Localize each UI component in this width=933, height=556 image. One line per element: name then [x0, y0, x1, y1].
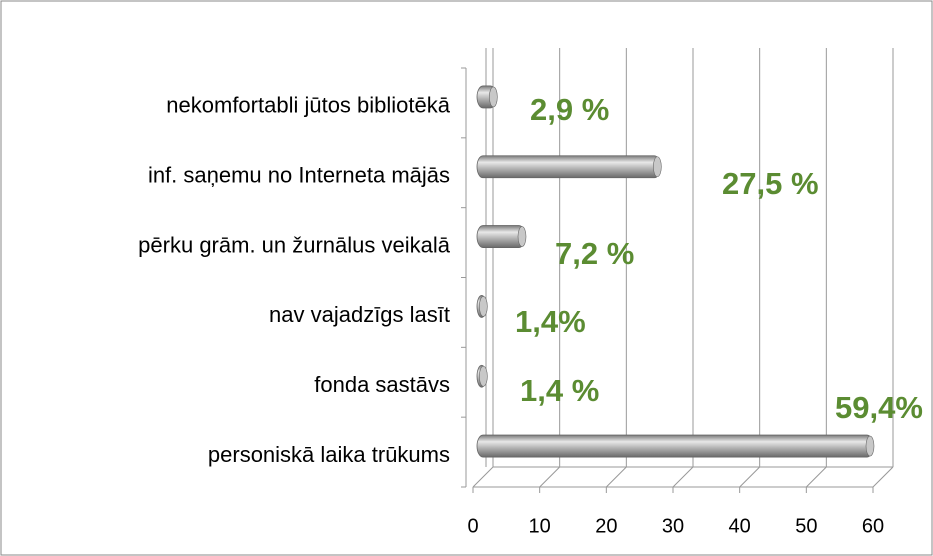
y-tick-label: personiskā laika trūkums	[208, 442, 450, 467]
x-tick-label: 60	[862, 515, 884, 537]
value-label: 59,4%	[835, 390, 923, 425]
bar-cap	[653, 156, 662, 178]
grid-line	[739, 466, 761, 488]
grid-line	[672, 466, 694, 488]
y-tick-label: nav vajadzīgs lasīt	[269, 302, 450, 327]
grid-line	[872, 466, 894, 488]
grid-line	[472, 466, 494, 488]
bar-cap	[479, 365, 488, 387]
value-label: 7,2 %	[555, 236, 634, 271]
bar	[476, 155, 661, 179]
y-tick-label: inf. saņemu no Interneta mājās	[148, 163, 450, 188]
x-tick-label: 20	[595, 515, 617, 537]
grid-line	[805, 466, 827, 488]
y-tick-label: fonda sastāvs	[314, 372, 450, 397]
bar-cap	[489, 86, 498, 108]
value-label: 1,4%	[515, 304, 586, 339]
value-label: 2,9 %	[530, 92, 609, 127]
value-label: 1,4 %	[520, 373, 599, 408]
grid-line	[539, 466, 561, 488]
x-tick-label: 50	[795, 515, 817, 537]
x-tick-label: 40	[729, 515, 751, 537]
x-tick-label: 30	[662, 515, 684, 537]
x-tick-label: 10	[529, 515, 551, 537]
y-tick-label: pērku grām. un žurnālus veikalā	[138, 232, 451, 257]
x-tick-label: 0	[467, 515, 478, 537]
bar-cap	[865, 435, 875, 457]
value-label: 27,5 %	[722, 166, 819, 201]
bar-cap	[517, 226, 527, 247]
grid-line	[605, 466, 627, 488]
bar-cap	[479, 296, 488, 317]
bar	[476, 434, 874, 458]
y-tick-label: nekomfortabli jūtos bibliotēkā	[166, 93, 450, 118]
